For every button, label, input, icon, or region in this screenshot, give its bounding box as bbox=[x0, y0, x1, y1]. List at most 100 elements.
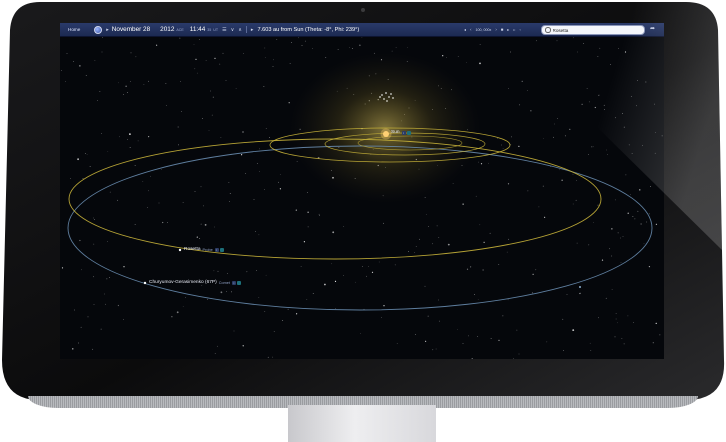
monitor-stand bbox=[288, 405, 436, 442]
star bbox=[507, 299, 509, 301]
star bbox=[129, 147, 131, 148]
star bbox=[307, 211, 309, 213]
star bbox=[79, 239, 81, 242]
date-field[interactable]: November 28 bbox=[111, 26, 151, 33]
star bbox=[383, 305, 385, 307]
star bbox=[572, 329, 575, 331]
info-icon[interactable]: i bbox=[231, 280, 236, 285]
pause-icon[interactable]: ■ bbox=[500, 27, 504, 32]
chevron-down-icon[interactable]: ∨ bbox=[230, 26, 235, 33]
star bbox=[391, 50, 393, 52]
list-icon[interactable]: ☰ bbox=[222, 26, 227, 33]
star bbox=[620, 262, 622, 263]
sun-marker[interactable] bbox=[383, 131, 389, 137]
star bbox=[655, 322, 657, 324]
star bbox=[617, 322, 618, 324]
star bbox=[196, 236, 198, 238]
star bbox=[101, 51, 103, 53]
star bbox=[93, 276, 95, 278]
calendar-arrow-icon[interactable]: ▸ bbox=[106, 26, 109, 33]
sun-label[interactable]: Sun i bbox=[391, 130, 411, 135]
star bbox=[264, 189, 265, 190]
link-icon[interactable] bbox=[236, 280, 241, 285]
link-icon[interactable] bbox=[219, 247, 224, 252]
star bbox=[129, 81, 131, 82]
comet-label[interactable]: Churyumov-Gerasimenko (67P) Comet i bbox=[149, 280, 241, 285]
star bbox=[627, 315, 629, 317]
rosetta-label-type: Probe bbox=[202, 247, 213, 252]
star bbox=[518, 353, 520, 355]
star bbox=[101, 133, 102, 135]
star bbox=[265, 127, 267, 129]
star bbox=[598, 317, 599, 319]
star bbox=[134, 224, 136, 225]
screen[interactable]: Sun i Rosetta Probe i Churyumov-Gerasime… bbox=[60, 23, 664, 359]
star bbox=[226, 291, 227, 292]
play-icon[interactable]: ▸ bbox=[507, 27, 510, 32]
chevron-up-icon[interactable]: ∧ bbox=[238, 26, 242, 33]
sun-halo bbox=[380, 128, 392, 140]
star bbox=[167, 221, 168, 223]
link-icon[interactable] bbox=[406, 130, 411, 135]
star bbox=[438, 320, 440, 322]
year-field[interactable]: 2012 bbox=[160, 26, 175, 33]
star bbox=[312, 47, 313, 49]
loop-icon[interactable]: ◦ bbox=[519, 27, 521, 32]
star bbox=[546, 341, 548, 343]
star bbox=[162, 221, 164, 224]
star bbox=[229, 201, 230, 203]
globe-icon[interactable] bbox=[94, 25, 103, 34]
star bbox=[408, 251, 409, 252]
step-forward-icon[interactable]: › bbox=[495, 27, 497, 32]
camera bbox=[361, 8, 365, 12]
star bbox=[161, 169, 163, 171]
time-field[interactable]: 11:44 bbox=[189, 26, 206, 33]
star bbox=[436, 225, 438, 227]
star bbox=[158, 202, 160, 204]
seconds-field[interactable]: 35 bbox=[207, 27, 212, 32]
star bbox=[276, 38, 278, 40]
rewind-icon[interactable]: ◂ bbox=[464, 27, 467, 32]
star bbox=[219, 63, 221, 65]
star bbox=[474, 294, 475, 295]
star bbox=[296, 313, 298, 315]
star bbox=[502, 315, 504, 317]
star bbox=[601, 259, 604, 261]
search-input[interactable] bbox=[550, 26, 643, 34]
star bbox=[415, 246, 417, 248]
star bbox=[107, 240, 108, 242]
star bbox=[134, 165, 136, 166]
rosetta-marker[interactable] bbox=[178, 248, 182, 252]
star bbox=[513, 358, 515, 359]
info-icon[interactable]: i bbox=[401, 130, 406, 135]
fast-forward-icon[interactable]: ▹ bbox=[513, 27, 516, 32]
star bbox=[65, 81, 66, 82]
home-button[interactable]: Home bbox=[68, 27, 81, 32]
star bbox=[208, 129, 210, 131]
time-rate[interactable]: 100, 000x bbox=[475, 27, 492, 32]
star bbox=[258, 234, 260, 236]
solar-system-view[interactable] bbox=[60, 23, 664, 359]
share-icon[interactable]: ➦ bbox=[650, 26, 656, 32]
star bbox=[611, 255, 613, 257]
star bbox=[516, 329, 518, 331]
comet-marker[interactable] bbox=[143, 281, 147, 285]
star bbox=[366, 275, 367, 277]
star bbox=[535, 269, 537, 271]
step-back-icon[interactable]: ‹ bbox=[470, 27, 472, 32]
star bbox=[289, 63, 291, 64]
star bbox=[201, 118, 203, 119]
info-icon[interactable]: i bbox=[214, 247, 219, 252]
star bbox=[334, 280, 337, 282]
star bbox=[264, 47, 266, 49]
star bbox=[272, 66, 274, 67]
distance-arrow-icon[interactable]: ▸ bbox=[250, 26, 254, 33]
star bbox=[185, 296, 186, 298]
star bbox=[428, 226, 429, 227]
star bbox=[181, 111, 182, 112]
star bbox=[165, 83, 167, 84]
star bbox=[147, 207, 148, 209]
rosetta-label[interactable]: Rosetta Probe i bbox=[184, 247, 224, 252]
search-box[interactable] bbox=[541, 25, 645, 35]
star bbox=[227, 273, 228, 275]
